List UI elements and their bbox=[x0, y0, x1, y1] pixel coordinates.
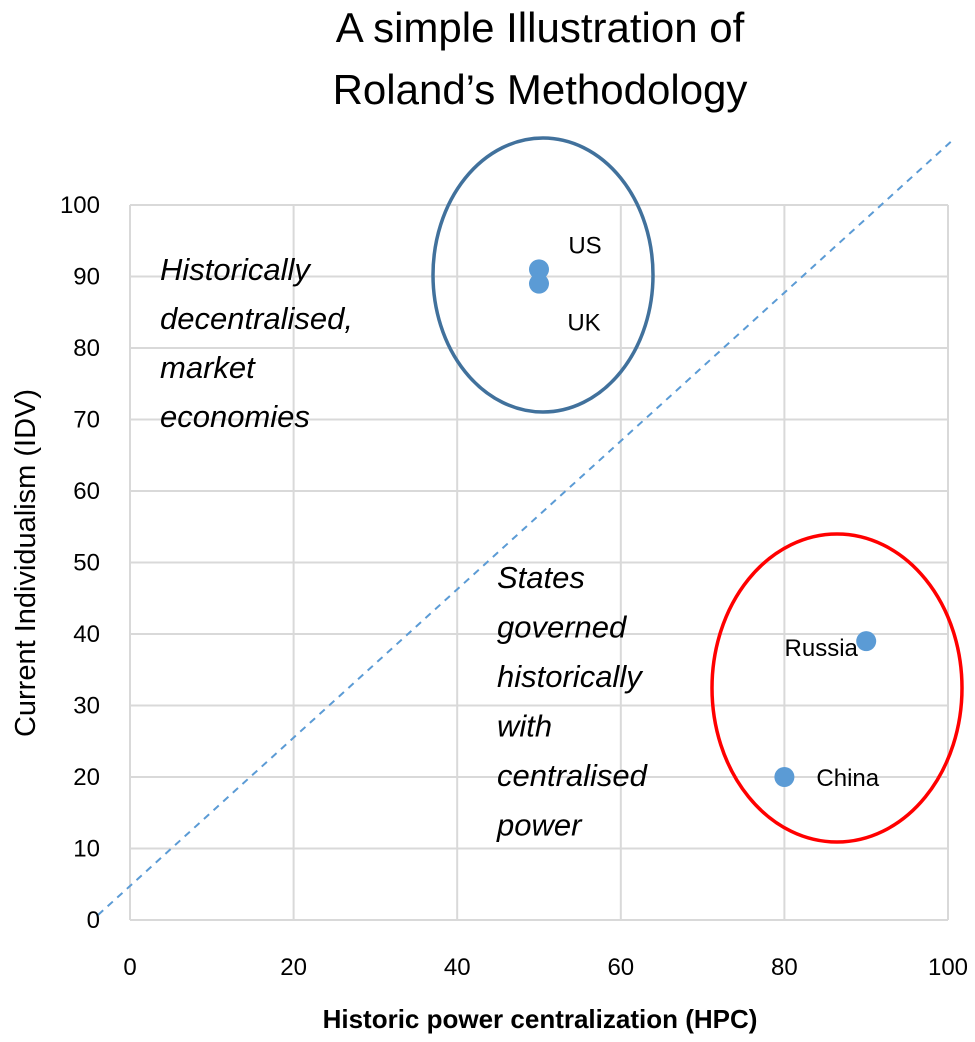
chart-title-line-2: Roland’s Methodology bbox=[333, 66, 748, 113]
data-point-us bbox=[529, 259, 549, 280]
annotation-1-line: Historically bbox=[160, 252, 312, 287]
x-tick-label: 0 bbox=[123, 954, 136, 981]
data-point-china bbox=[774, 767, 795, 787]
y-tick-label: 90 bbox=[73, 264, 100, 291]
annotation-2-line: power bbox=[496, 808, 583, 843]
y-tick-label: 80 bbox=[73, 335, 100, 362]
x-tick-label: 80 bbox=[771, 954, 798, 981]
y-tick-label: 20 bbox=[73, 764, 100, 791]
y-tick-label: 70 bbox=[73, 407, 100, 434]
y-tick-label: 60 bbox=[73, 478, 100, 505]
point-label-us: US bbox=[568, 232, 601, 259]
axis-ticks: 0 10 20 30 40 50 60 70 80 90 100 0 20 40 60 80 100 bbox=[60, 192, 968, 981]
x-tick-label: 20 bbox=[280, 954, 307, 981]
annotation-1-line: economies bbox=[160, 399, 310, 434]
annotation-2-line: governed bbox=[497, 610, 628, 645]
data-point-russia bbox=[856, 631, 877, 652]
annotation-2-line: centralised bbox=[497, 758, 649, 793]
point-label-uk: UK bbox=[567, 310, 600, 337]
dashed-trend-line bbox=[97, 137, 956, 916]
grid-lines bbox=[129, 204, 949, 921]
x-tick-label: 40 bbox=[444, 954, 471, 981]
y-tick-label: 30 bbox=[73, 693, 100, 720]
data-point-uk bbox=[529, 273, 549, 294]
annotation-2-line: with bbox=[497, 709, 552, 744]
y-axis-label: Current Individualism (IDV) bbox=[10, 389, 42, 737]
chart-title-line-1: A simple Illustration of bbox=[336, 4, 745, 51]
trend-line-layer bbox=[97, 137, 956, 916]
x-axis-label: Historic power centralization (HPC) bbox=[323, 1004, 758, 1034]
group-circles bbox=[431, 136, 964, 844]
y-tick-label: 100 bbox=[60, 192, 100, 219]
y-tick-label: 0 bbox=[87, 907, 100, 934]
x-tick-label: 100 bbox=[928, 954, 968, 981]
us-uk-ellipse bbox=[431, 136, 655, 414]
annotation-2-line: States bbox=[497, 560, 585, 595]
y-tick-label: 40 bbox=[73, 621, 100, 648]
annotation-1-line: decentralised, bbox=[160, 301, 353, 336]
russia-china-ellipse bbox=[710, 532, 964, 844]
annotations: Historically decentralised, market economie… bbox=[160, 252, 649, 843]
y-tick-label: 50 bbox=[73, 550, 100, 577]
annotation-1-line: market bbox=[160, 350, 256, 385]
data-points: US UK Russia China bbox=[529, 232, 880, 792]
y-tick-label: 10 bbox=[73, 836, 100, 863]
x-tick-label: 60 bbox=[607, 954, 634, 981]
annotation-2-line: historically bbox=[497, 659, 644, 694]
point-label-russia: Russia bbox=[785, 635, 859, 662]
point-label-china: China bbox=[816, 765, 879, 792]
